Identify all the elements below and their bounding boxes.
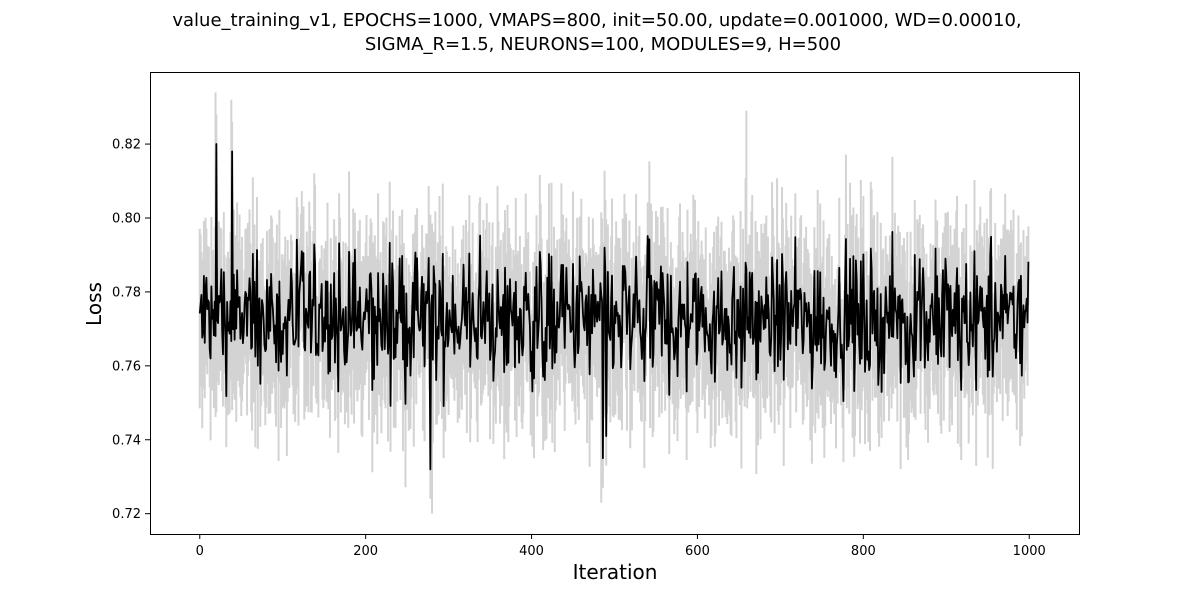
y-axis-label: Loss (82, 282, 106, 326)
x-axis-label: Iteration (573, 560, 658, 584)
x-tick-label: 400 (519, 544, 544, 559)
x-tick-label: 0 (196, 544, 204, 559)
mean-loss-line (198, 143, 1030, 471)
error-band (198, 92, 1030, 514)
x-tick-label: 600 (685, 544, 710, 559)
y-tick-label: 0.80 (112, 211, 141, 226)
y-tick-label: 0.74 (112, 433, 141, 448)
mean-loss-series (198, 143, 1030, 471)
y-tick-label: 0.72 (112, 507, 141, 522)
chart-title-line-2: SIGMA_R=1.5, NEURONS=100, MODULES=9, H=5… (365, 34, 841, 55)
x-axis-ticks: 0 200 400 600 800 1000 (196, 534, 1046, 559)
x-tick-label: 1000 (1013, 544, 1046, 559)
y-tick-label: 0.82 (112, 138, 141, 153)
plot-frame (150, 72, 1080, 535)
x-tick-label: 200 (353, 544, 378, 559)
x-tick-label: 800 (851, 544, 876, 559)
y-tick-label: 0.78 (112, 285, 141, 300)
y-axis-ticks: 0.72 0.74 0.76 0.78 0.80 0.82 (112, 138, 150, 522)
y-tick-label: 0.76 (112, 359, 141, 374)
chart-title-line-1: value_training_v1, EPOCHS=1000, VMAPS=80… (172, 10, 1021, 31)
